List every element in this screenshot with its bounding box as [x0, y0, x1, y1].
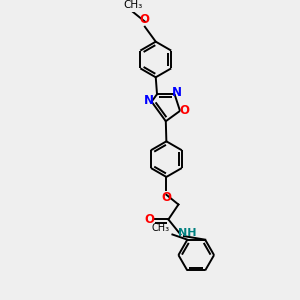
Text: O: O: [162, 191, 172, 204]
Text: N: N: [144, 94, 154, 107]
Text: CH₃: CH₃: [123, 0, 142, 11]
Text: O: O: [139, 13, 149, 26]
Text: CH₃: CH₃: [152, 223, 170, 233]
Text: N: N: [172, 86, 182, 99]
Text: NH: NH: [178, 228, 196, 238]
Text: O: O: [179, 104, 189, 117]
Text: O: O: [145, 213, 155, 226]
